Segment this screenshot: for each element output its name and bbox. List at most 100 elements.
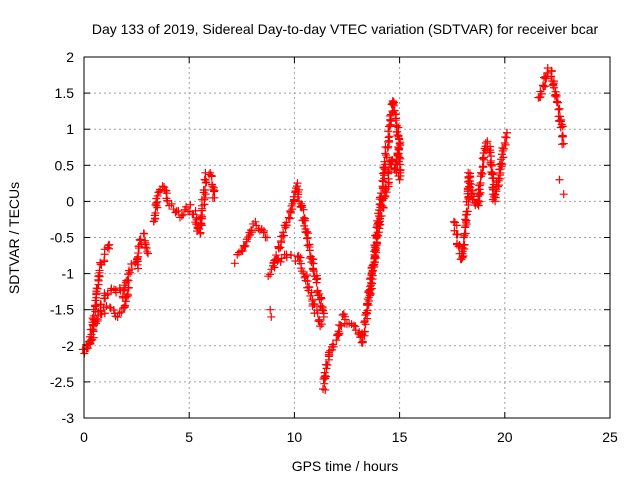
data-point-track-l	[552, 98, 561, 107]
data-point-track-k	[487, 168, 496, 177]
data-point-track-d	[202, 178, 211, 187]
data-point-track-b	[88, 335, 97, 344]
data-point-track-i	[349, 321, 358, 330]
data-point-track-e	[259, 226, 268, 235]
data-point-track-j	[392, 168, 401, 177]
data-point-track-l	[554, 105, 563, 114]
y-axis-label: SDTVAR / TECUs	[6, 182, 22, 294]
data-point-track-c	[115, 309, 124, 318]
data-point-track-b	[84, 344, 93, 353]
x-axis-label: GPS time / hours	[292, 458, 399, 474]
data-point-track-l	[550, 83, 559, 92]
data-point-track-d	[186, 200, 195, 209]
data-point-track-f	[302, 228, 311, 237]
data-point-track-g	[302, 271, 311, 280]
data-point-track-c	[122, 292, 131, 301]
data-point-track-k	[502, 128, 511, 137]
data-point-track-f	[305, 246, 314, 255]
data-point-track-l	[558, 122, 567, 131]
x-tick-label: 0	[80, 429, 88, 445]
data-point-track-k	[452, 221, 461, 230]
data-point-track-d	[199, 185, 208, 194]
data-point-track-j	[372, 244, 381, 253]
data-point-track-l	[547, 67, 556, 76]
data-point-track-d	[151, 209, 160, 218]
data-point-track-g	[308, 301, 317, 310]
data-point-track-j	[373, 228, 382, 237]
y-tick-label: -1.5	[50, 302, 74, 318]
data-point-track-f	[282, 221, 291, 230]
data-point-track-j	[371, 252, 380, 261]
data-point-track-e	[234, 248, 243, 257]
x-tick-label: 20	[497, 429, 513, 445]
data-point-track-c	[109, 305, 118, 314]
data-point-track-l	[541, 82, 550, 91]
data-point-track-d	[196, 228, 205, 237]
data-point-track-d	[207, 172, 216, 181]
chart-title: Day 133 of 2019, Sidereal Day-to-day VTE…	[92, 21, 599, 37]
data-point-track-f	[274, 242, 283, 251]
data-point-track-b	[133, 254, 142, 263]
data-point-track-g	[276, 257, 285, 266]
data-point-track-l	[539, 82, 548, 91]
data-point-track-d	[208, 182, 217, 191]
data-point-track-j	[373, 239, 382, 248]
data-point-track-f	[285, 214, 294, 223]
data-point-track-k	[475, 197, 484, 206]
data-point-track-f	[303, 234, 312, 243]
data-point-track-i	[335, 329, 344, 338]
y-tick-label: 2	[66, 49, 74, 65]
data-point-track-g	[305, 282, 314, 291]
data-point-track-k	[476, 168, 485, 177]
data-point-track-c	[120, 302, 129, 311]
data-point-track-b	[123, 275, 132, 284]
data-point-track-d	[153, 191, 162, 200]
data-point-track-k	[495, 168, 504, 177]
data-point-track-j	[375, 224, 384, 233]
data-point-track-k	[494, 181, 503, 190]
data-point-track-j	[379, 203, 388, 212]
data-point-track-g	[316, 322, 325, 331]
data-point-track-b	[143, 247, 152, 256]
data-point-track-b	[127, 260, 136, 269]
data-point-track-g	[317, 320, 326, 329]
data-point-track-j	[363, 295, 372, 304]
data-point-track-d	[179, 210, 188, 219]
data-point-track-m	[555, 175, 564, 184]
data-point-track-d	[200, 194, 209, 203]
data-point-track-k	[452, 230, 461, 239]
data-point-track-j	[384, 178, 393, 187]
data-point-track-i	[357, 338, 366, 347]
data-point-track-j	[374, 218, 383, 227]
y-tick-label: -0.5	[50, 230, 74, 246]
data-point-track-k	[486, 160, 495, 169]
data-point-track-l	[559, 139, 568, 148]
data-point-track-k	[459, 233, 468, 242]
data-point-track-f	[277, 238, 286, 247]
data-point-track-k	[501, 140, 510, 149]
y-tick-label: 0	[66, 193, 74, 209]
data-point-track-f	[286, 208, 295, 217]
data-point-track-f	[294, 190, 303, 199]
data-point-track-d	[167, 199, 176, 208]
data-point-track-d	[210, 186, 219, 195]
data-point-track-d	[177, 211, 186, 220]
data-point-track-j	[384, 167, 393, 176]
data-point-track-k	[479, 162, 488, 171]
data-point-track-j	[396, 138, 405, 147]
data-points	[78, 64, 568, 394]
data-point-track-f	[303, 241, 312, 250]
data-point-track-g	[287, 251, 296, 260]
data-point-track-a	[92, 301, 101, 310]
data-point-track-b	[86, 340, 95, 349]
data-point-track-m	[559, 190, 568, 199]
y-tick-label: -1	[62, 266, 75, 282]
data-point-track-b	[141, 240, 150, 249]
data-point-track-g	[314, 316, 323, 325]
data-point-track-e	[238, 246, 247, 255]
data-point-track-b	[124, 270, 133, 279]
data-point-track-c	[100, 309, 109, 318]
data-point-track-k	[478, 169, 487, 178]
data-point-track-j	[381, 184, 390, 193]
